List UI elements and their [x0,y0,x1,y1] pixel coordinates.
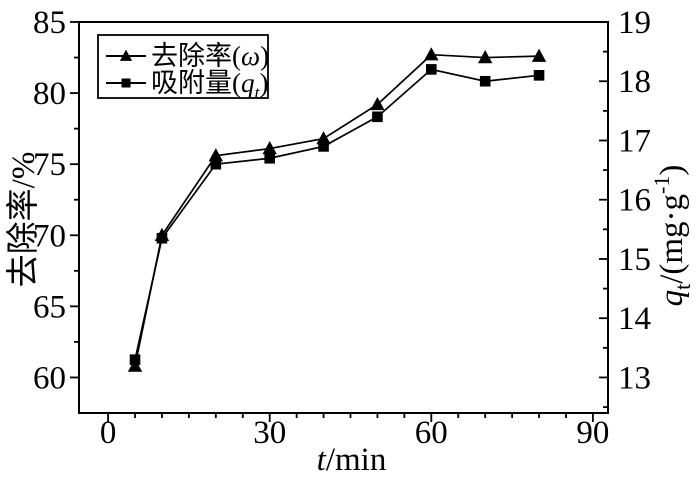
x-tick-label: 60 [415,415,448,451]
x-tick-label: 30 [253,415,286,451]
legend-label: 吸附量(qt) [151,68,269,102]
svg-text:qt/(mg·g-1): qt/(mg·g-1) [649,165,695,307]
triangle-marker-icon [262,141,277,155]
square-marker-icon [121,78,131,88]
triangle-marker-icon [477,50,493,64]
left-tick-label: 85 [33,5,66,41]
left-tick-label: 70 [33,218,66,254]
legend-entry: 去除率(ω) [106,41,269,71]
triangle-marker-icon [316,131,331,145]
square-marker-icon [479,75,491,87]
right-tick-label: 15 [618,242,651,278]
right-tick-label: 19 [618,5,651,41]
left-tick-label: 65 [33,289,66,325]
left-y-axis: 60 65 70 75 80 85 [33,5,79,396]
left-tick-label: 75 [33,147,66,183]
triangle-marker-icon [370,96,385,111]
legend-label: 去除率(ω) [151,41,269,71]
x-axis-label: t/min [317,442,387,478]
triangle-marker-icon [531,48,547,62]
series-adsorption-capacity [129,64,545,365]
x-tick-label: 0 [100,415,117,451]
square-marker-icon [129,354,141,365]
right-tick-label: 13 [618,360,651,396]
triangle-marker-icon [127,358,143,372]
square-marker-icon [533,70,545,81]
right-tick-label: 16 [618,183,651,219]
square-marker-icon [372,111,383,123]
x-tick-label: 90 [576,415,609,451]
triangle-marker-icon [119,49,133,61]
square-marker-icon [210,158,222,170]
square-marker-icon [264,152,275,164]
left-tick-label: 60 [33,360,66,396]
right-tick-label: 17 [618,123,651,159]
legend-entry: 吸附量(qt) [106,68,269,102]
square-marker-icon [426,64,437,75]
square-marker-icon [318,141,329,152]
series-line [134,68,540,360]
triangle-marker-icon [208,148,224,162]
right-y-axis-label: qt/(mg·g-1) [649,165,695,307]
left-tick-label: 80 [33,76,66,112]
x-axis: 0 30 60 90 [100,413,609,451]
left-y-axis-label: 去除率/% [5,152,42,288]
square-marker-icon [156,232,168,244]
triangle-marker-icon [424,47,439,61]
plot-frame [78,21,609,414]
svg-text:去除率/%: 去除率/% [5,152,42,288]
series-line [134,53,540,367]
right-tick-label: 18 [618,64,651,100]
legend: 去除率(ω)吸附量(qt) [97,34,269,102]
right-tick-label: 14 [618,301,651,337]
right-y-axis: 13 14 15 16 17 18 19 [599,5,651,408]
